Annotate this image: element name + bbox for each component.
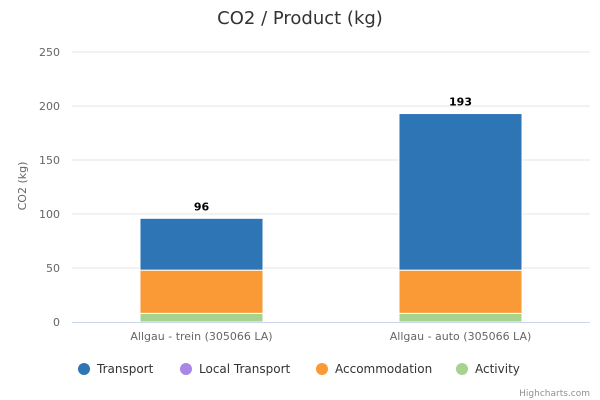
legend: Transport Local Transport Accommodation Act… [78, 362, 520, 376]
legend-marker-icon [456, 363, 468, 375]
x-axis-categories: Allgau - trein (305066 LA) Allgau - auto … [130, 330, 531, 343]
bar-activity-1[interactable] [139, 312, 264, 323]
y-tick-label: 50 [46, 262, 60, 275]
total-label-1: 96 [194, 200, 210, 213]
legend-label: Accommodation [335, 362, 432, 376]
credits-link[interactable]: Highcharts.com [519, 389, 590, 399]
y-tick-label: 250 [39, 46, 60, 59]
bar-accommodation-2[interactable] [398, 269, 523, 314]
total-labels: 96 193 [194, 96, 472, 214]
legend-marker-icon [316, 363, 328, 375]
bar-accommodation-1[interactable] [139, 269, 264, 314]
legend-marker-icon [180, 363, 192, 375]
chart-title: CO2 / Product (kg) [217, 8, 383, 29]
legend-label: Activity [475, 362, 520, 376]
legend-item-transport[interactable]: Transport [78, 362, 154, 376]
y-axis-ticks: 0 50 100 150 200 250 [39, 46, 60, 329]
legend-item-activity[interactable]: Activity [456, 362, 520, 376]
y-tick-label: 150 [39, 154, 60, 167]
y-axis-title: CO2 (kg) [16, 162, 29, 211]
legend-marker-icon [78, 363, 90, 375]
legend-item-accommodation[interactable]: Accommodation [316, 362, 432, 376]
bar-transport-2[interactable] [398, 113, 523, 271]
x-category-label-2: Allgau - auto (305066 LA) [390, 330, 532, 343]
legend-label: Transport [96, 362, 154, 376]
total-label-2: 193 [449, 96, 472, 109]
bar-transport-1[interactable] [139, 217, 264, 271]
bar-activity-2[interactable] [398, 312, 523, 323]
x-category-label-1: Allgau - trein (305066 LA) [130, 330, 272, 343]
y-tick-label: 0 [53, 316, 60, 329]
legend-item-local-transport[interactable]: Local Transport [180, 362, 291, 376]
y-tick-label: 200 [39, 100, 60, 113]
bars [139, 113, 523, 323]
legend-label: Local Transport [199, 362, 291, 376]
y-tick-label: 100 [39, 208, 60, 221]
